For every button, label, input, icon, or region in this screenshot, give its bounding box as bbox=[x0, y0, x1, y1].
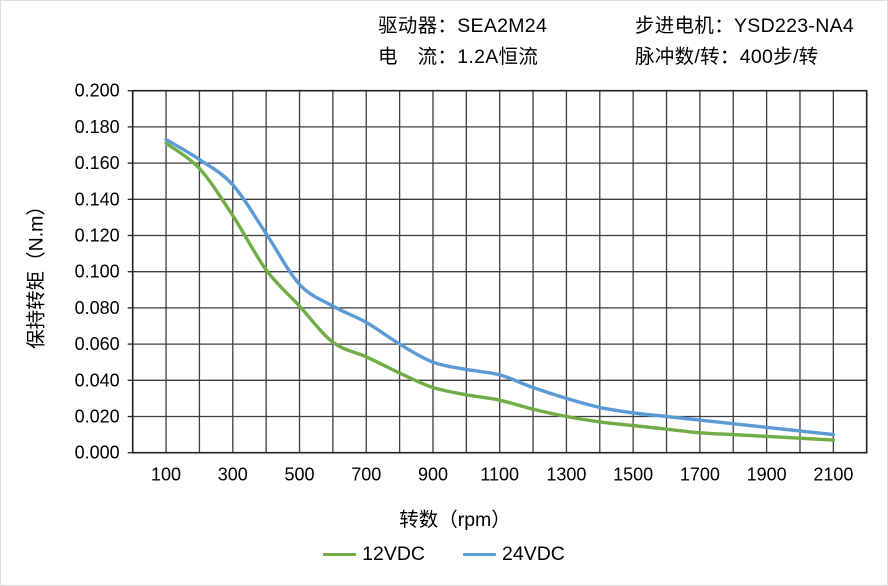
y-tick-label: 0.020 bbox=[75, 407, 120, 427]
x-tick-label: 900 bbox=[418, 465, 448, 485]
x-tick-label: 500 bbox=[284, 465, 314, 485]
series-line-24vdc bbox=[164, 137, 836, 437]
y-axis-title: 保持转矩（N.m） bbox=[25, 196, 48, 349]
y-tick-label: 0.060 bbox=[75, 334, 120, 354]
legend-label-24vdc: 24VDC bbox=[502, 543, 565, 565]
legend-item-24vdc: 24VDC bbox=[463, 543, 565, 566]
header-right-column: 步进电机：YSD223-NA4 脉冲数/转：400步/转 bbox=[635, 11, 854, 73]
series-line-12vdc bbox=[164, 141, 836, 442]
legend-line-swatch-24vdc-icon bbox=[463, 552, 496, 557]
x-tick-label: 1500 bbox=[613, 465, 653, 485]
y-tick-label: 0.160 bbox=[75, 153, 120, 173]
driver-text: 驱动器：SEA2M24 bbox=[378, 15, 548, 37]
y-tick-label: 0.200 bbox=[75, 81, 120, 101]
x-tick-label: 1900 bbox=[747, 465, 787, 485]
x-axis-title: 转数（rpm） bbox=[399, 509, 511, 531]
y-tick-label: 0.000 bbox=[75, 443, 120, 463]
legend-label-12vdc: 12VDC bbox=[362, 543, 425, 565]
legend-line-swatch-12vdc-icon bbox=[323, 552, 357, 557]
header-left-column: 驱动器：SEA2M24 电 流：1.2A恒流 bbox=[378, 11, 547, 73]
x-tick-label: 1700 bbox=[680, 465, 720, 485]
legend: 12VDC 24VDC bbox=[0, 543, 888, 566]
motor-text: 步进电机：YSD223-NA4 bbox=[635, 15, 855, 37]
x-tick-label: 1300 bbox=[546, 465, 586, 485]
y-tick-label: 0.080 bbox=[75, 298, 120, 318]
current-text: 电 流：1.2A恒流 bbox=[378, 46, 539, 68]
x-tick-label: 1100 bbox=[480, 465, 519, 485]
y-tick-label: 0.140 bbox=[75, 189, 120, 209]
pulses-per-rev-text: 脉冲数/转：400步/转 bbox=[635, 46, 819, 68]
x-tick-label: 2100 bbox=[813, 465, 853, 485]
y-tick-label: 0.180 bbox=[75, 117, 120, 137]
x-tick-label: 700 bbox=[351, 465, 381, 485]
x-tick-label: 300 bbox=[218, 465, 248, 485]
plot-border bbox=[131, 89, 868, 454]
legend-item-12vdc: 12VDC bbox=[323, 543, 425, 566]
y-tick-label: 0.120 bbox=[75, 226, 120, 246]
y-tick-label: 0.100 bbox=[75, 262, 120, 282]
x-tick-label: 100 bbox=[151, 465, 181, 485]
y-tick-label: 0.040 bbox=[75, 370, 120, 390]
